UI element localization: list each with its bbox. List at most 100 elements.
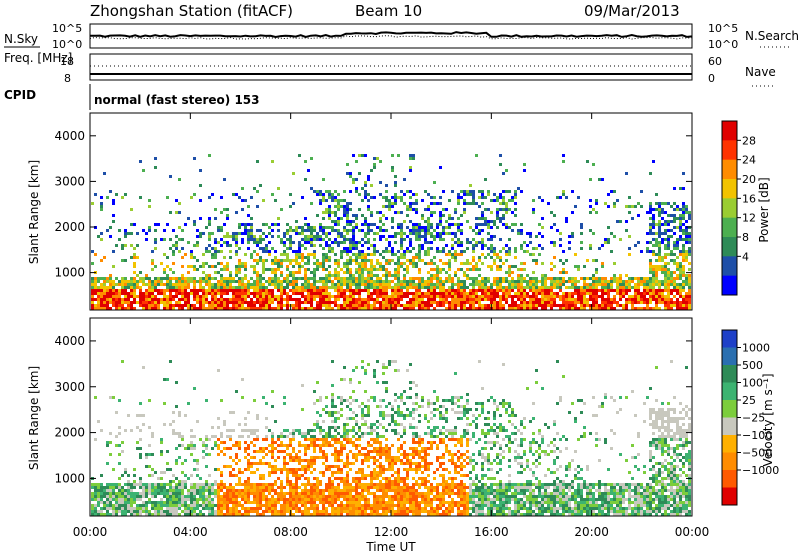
echo-cell bbox=[121, 495, 124, 498]
echo-cell bbox=[214, 489, 217, 492]
echo-cell bbox=[370, 211, 373, 214]
echo-cell bbox=[277, 259, 280, 262]
echo-cell bbox=[139, 277, 142, 280]
echo-cell bbox=[346, 220, 349, 223]
echo-cell bbox=[343, 247, 346, 250]
echo-cell bbox=[151, 474, 154, 477]
echo-cell bbox=[286, 429, 289, 432]
echo-cell bbox=[241, 208, 244, 211]
echo-cell bbox=[241, 283, 244, 286]
echo-cell bbox=[241, 492, 244, 495]
echo-cell bbox=[211, 489, 214, 492]
echo-cell bbox=[271, 432, 274, 435]
echo-cell bbox=[337, 244, 340, 247]
echo-cell bbox=[97, 495, 100, 498]
echo-cell bbox=[397, 292, 400, 295]
echo-cell bbox=[382, 280, 385, 283]
echo-cell bbox=[106, 507, 109, 510]
echo-cell bbox=[130, 232, 133, 235]
echo-cell bbox=[217, 453, 220, 456]
echo-cell bbox=[550, 286, 553, 289]
echo-cell bbox=[652, 220, 655, 223]
echo-cell bbox=[199, 486, 202, 489]
echo-cell bbox=[652, 268, 655, 271]
echo-cell bbox=[676, 226, 679, 229]
echo-cell bbox=[280, 507, 283, 510]
echo-cell bbox=[94, 507, 97, 510]
echo-cell bbox=[253, 501, 256, 504]
echo-cell bbox=[256, 301, 259, 304]
echo-cell bbox=[133, 277, 136, 280]
echo-cell bbox=[535, 286, 538, 289]
echo-cell bbox=[349, 208, 352, 211]
echo-cell bbox=[439, 166, 442, 169]
echo-cell bbox=[436, 286, 439, 289]
echo-cell bbox=[214, 304, 217, 307]
echo-cell bbox=[355, 289, 358, 292]
echo-cell bbox=[286, 498, 289, 501]
echo-cell bbox=[298, 477, 301, 480]
echo-cell bbox=[196, 468, 199, 471]
echo-cell bbox=[268, 295, 271, 298]
echo-cell bbox=[217, 498, 220, 501]
echo-cell bbox=[652, 295, 655, 298]
echo-cell bbox=[664, 253, 667, 256]
echo-cell bbox=[157, 510, 160, 513]
echo-cell bbox=[661, 259, 664, 262]
echo-cell bbox=[127, 414, 130, 417]
echo-cell bbox=[391, 292, 394, 295]
echo-cell bbox=[94, 438, 97, 441]
echo-cell bbox=[139, 196, 142, 199]
echo-cell bbox=[244, 483, 247, 486]
echo-cell bbox=[565, 295, 568, 298]
echo-cell bbox=[190, 256, 193, 259]
echo-cell bbox=[652, 250, 655, 253]
echo-cell bbox=[397, 250, 400, 253]
echo-cell bbox=[574, 253, 577, 256]
echo-cell bbox=[385, 283, 388, 286]
echo-cell bbox=[433, 283, 436, 286]
echo-cell bbox=[190, 510, 193, 513]
echo-cell bbox=[208, 217, 211, 220]
echo-cell bbox=[205, 280, 208, 283]
echo-cell bbox=[133, 223, 136, 226]
echo-cell bbox=[100, 232, 103, 235]
echo-cell bbox=[148, 229, 151, 232]
echo-cell bbox=[157, 304, 160, 307]
echo-cell bbox=[265, 244, 268, 247]
echo-cell bbox=[175, 241, 178, 244]
echo-cell bbox=[130, 498, 133, 501]
echo-cell bbox=[379, 181, 382, 184]
echo-cell bbox=[304, 468, 307, 471]
echo-cell bbox=[139, 483, 142, 486]
echo-cell bbox=[466, 262, 469, 265]
echo-cell bbox=[631, 304, 634, 307]
echo-cell bbox=[376, 301, 379, 304]
echo-cell bbox=[334, 229, 337, 232]
echo-cell bbox=[310, 465, 313, 468]
echo-cell bbox=[514, 295, 517, 298]
echo-cell bbox=[286, 256, 289, 259]
echo-cell bbox=[409, 244, 412, 247]
echo-cell bbox=[139, 438, 142, 441]
echo-cell bbox=[193, 468, 196, 471]
echo-cell bbox=[352, 292, 355, 295]
echo-cell bbox=[541, 226, 544, 229]
echo-cell bbox=[487, 247, 490, 250]
echo-cell bbox=[298, 492, 301, 495]
echo-cell bbox=[685, 304, 688, 307]
echo-cell bbox=[295, 480, 298, 483]
echo-cell bbox=[100, 286, 103, 289]
echo-cell bbox=[277, 456, 280, 459]
echo-cell bbox=[232, 459, 235, 462]
echo-cell bbox=[355, 253, 358, 256]
echo-cell bbox=[379, 238, 382, 241]
echo-cell bbox=[364, 265, 367, 268]
echo-cell bbox=[256, 271, 259, 274]
echo-cell bbox=[253, 292, 256, 295]
echo-cell bbox=[295, 429, 298, 432]
echo-cell bbox=[430, 295, 433, 298]
colorbar-tick-label: 28 bbox=[742, 134, 756, 147]
echo-cell bbox=[523, 307, 526, 310]
